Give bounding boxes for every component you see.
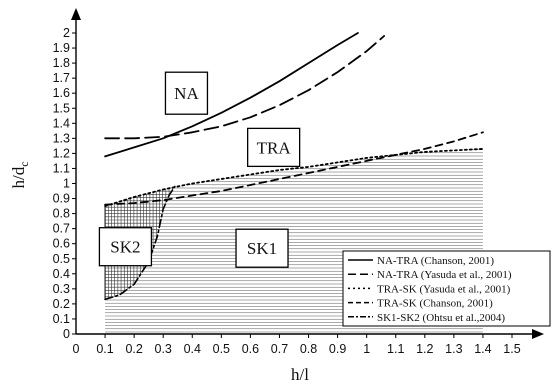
y-tick-label: 0.5 bbox=[53, 252, 70, 266]
y-tick-label: 0.8 bbox=[53, 207, 70, 221]
series-line-5 bbox=[104, 185, 176, 301]
y-tick-label: 1.6 bbox=[53, 86, 70, 100]
x-tick-label: 0 bbox=[73, 342, 80, 356]
y-axis-arrow bbox=[71, 8, 81, 20]
x-tick-label: 0.6 bbox=[242, 342, 259, 356]
x-tick-label: 1.4 bbox=[474, 342, 491, 356]
series-line-2 bbox=[104, 35, 385, 140]
y-tick-label: 0.9 bbox=[53, 192, 70, 206]
x-axis-arrow bbox=[532, 329, 544, 339]
legend-label: SK1-SK2 (Ohtsu et al.,2004) bbox=[377, 312, 505, 324]
y-tick-label: 1 bbox=[63, 177, 70, 191]
x-tick-label: 1.5 bbox=[503, 342, 520, 356]
y-tick-label: 0.1 bbox=[53, 312, 70, 326]
region-label-sk1: SK1 bbox=[247, 239, 277, 258]
labels-layer: NA TRA SK2 SK1 bbox=[98, 71, 301, 268]
legend: NA-TRA (Chanson, 2001) NA-TRA (Yasuda et … bbox=[342, 250, 551, 327]
y-tick-label: 1.2 bbox=[53, 146, 70, 160]
legend-label: NA-TRA (Yasuda et al., 2001) bbox=[377, 269, 512, 281]
x-tick-label: 1.1 bbox=[387, 342, 404, 356]
region-label-sk2: SK2 bbox=[110, 238, 140, 257]
x-tick-label: 0.1 bbox=[96, 342, 113, 356]
x-tick-label: 0.2 bbox=[125, 342, 142, 356]
region-label-tra: TRA bbox=[257, 138, 292, 157]
y-tick-label: 1.9 bbox=[53, 41, 70, 55]
legend-label: NA-TRA (Chanson, 2001) bbox=[377, 255, 494, 267]
series-layer bbox=[104, 32, 484, 301]
y-tick-label: 1.1 bbox=[53, 161, 70, 175]
y-tick-label: 1.8 bbox=[53, 56, 70, 70]
region-box-sk2 bbox=[98, 227, 153, 267]
y-tick-label: 1.4 bbox=[53, 116, 70, 130]
series-line-1 bbox=[104, 32, 359, 158]
x-tick-label: 0.8 bbox=[300, 342, 317, 356]
x-tick-label: 0.9 bbox=[329, 342, 346, 356]
x-axis-label: h/l bbox=[291, 365, 309, 384]
y-axis-label-main: h/d bbox=[9, 166, 28, 188]
y-tick-label: 0.3 bbox=[53, 282, 70, 296]
y-tick-label: 0.4 bbox=[53, 267, 70, 281]
series-line-4 bbox=[104, 131, 484, 206]
y-tick-label: 0.7 bbox=[53, 222, 70, 236]
y-tick-label: 0.2 bbox=[53, 297, 70, 311]
axes-layer: 0 0.1 0.2 0.3 0.4 0.5 0.6 0.7 0.8 0.9 1 1.1 1.2 1.3 1.… bbox=[9, 8, 544, 384]
y-axis-label: h/dc bbox=[9, 161, 31, 188]
legend-label: TRA-SK (Yasuda et al., 2001) bbox=[377, 283, 511, 295]
region-box-sk1 bbox=[235, 228, 289, 268]
y-tick-label: 1.5 bbox=[53, 101, 70, 115]
x-tick-label: 0.5 bbox=[213, 342, 230, 356]
x-tick-label: 1 bbox=[363, 342, 370, 356]
legend-box bbox=[342, 250, 551, 327]
y-tick-label: 0 bbox=[63, 327, 70, 341]
x-tick-label: 0.7 bbox=[271, 342, 288, 356]
region-box-na bbox=[164, 71, 209, 115]
region-box-tra bbox=[247, 127, 301, 168]
y-tick-label: 1.7 bbox=[53, 71, 70, 85]
y-tick-label: 2 bbox=[63, 26, 70, 40]
x-tick-label: 1.2 bbox=[416, 342, 433, 356]
y-axis-label-subscript: c bbox=[17, 161, 31, 166]
region-label-na: NA bbox=[174, 84, 199, 103]
legend-label: TRA-SK (Chanson, 2001) bbox=[377, 298, 493, 310]
x-tick-label: 0.3 bbox=[155, 342, 172, 356]
y-tick-label: 1.3 bbox=[53, 131, 70, 145]
series-line-3 bbox=[104, 148, 484, 207]
y-tick-label: 0.6 bbox=[53, 237, 70, 251]
x-tick-label: 0.4 bbox=[184, 342, 201, 356]
x-tick-label: 1.3 bbox=[445, 342, 462, 356]
